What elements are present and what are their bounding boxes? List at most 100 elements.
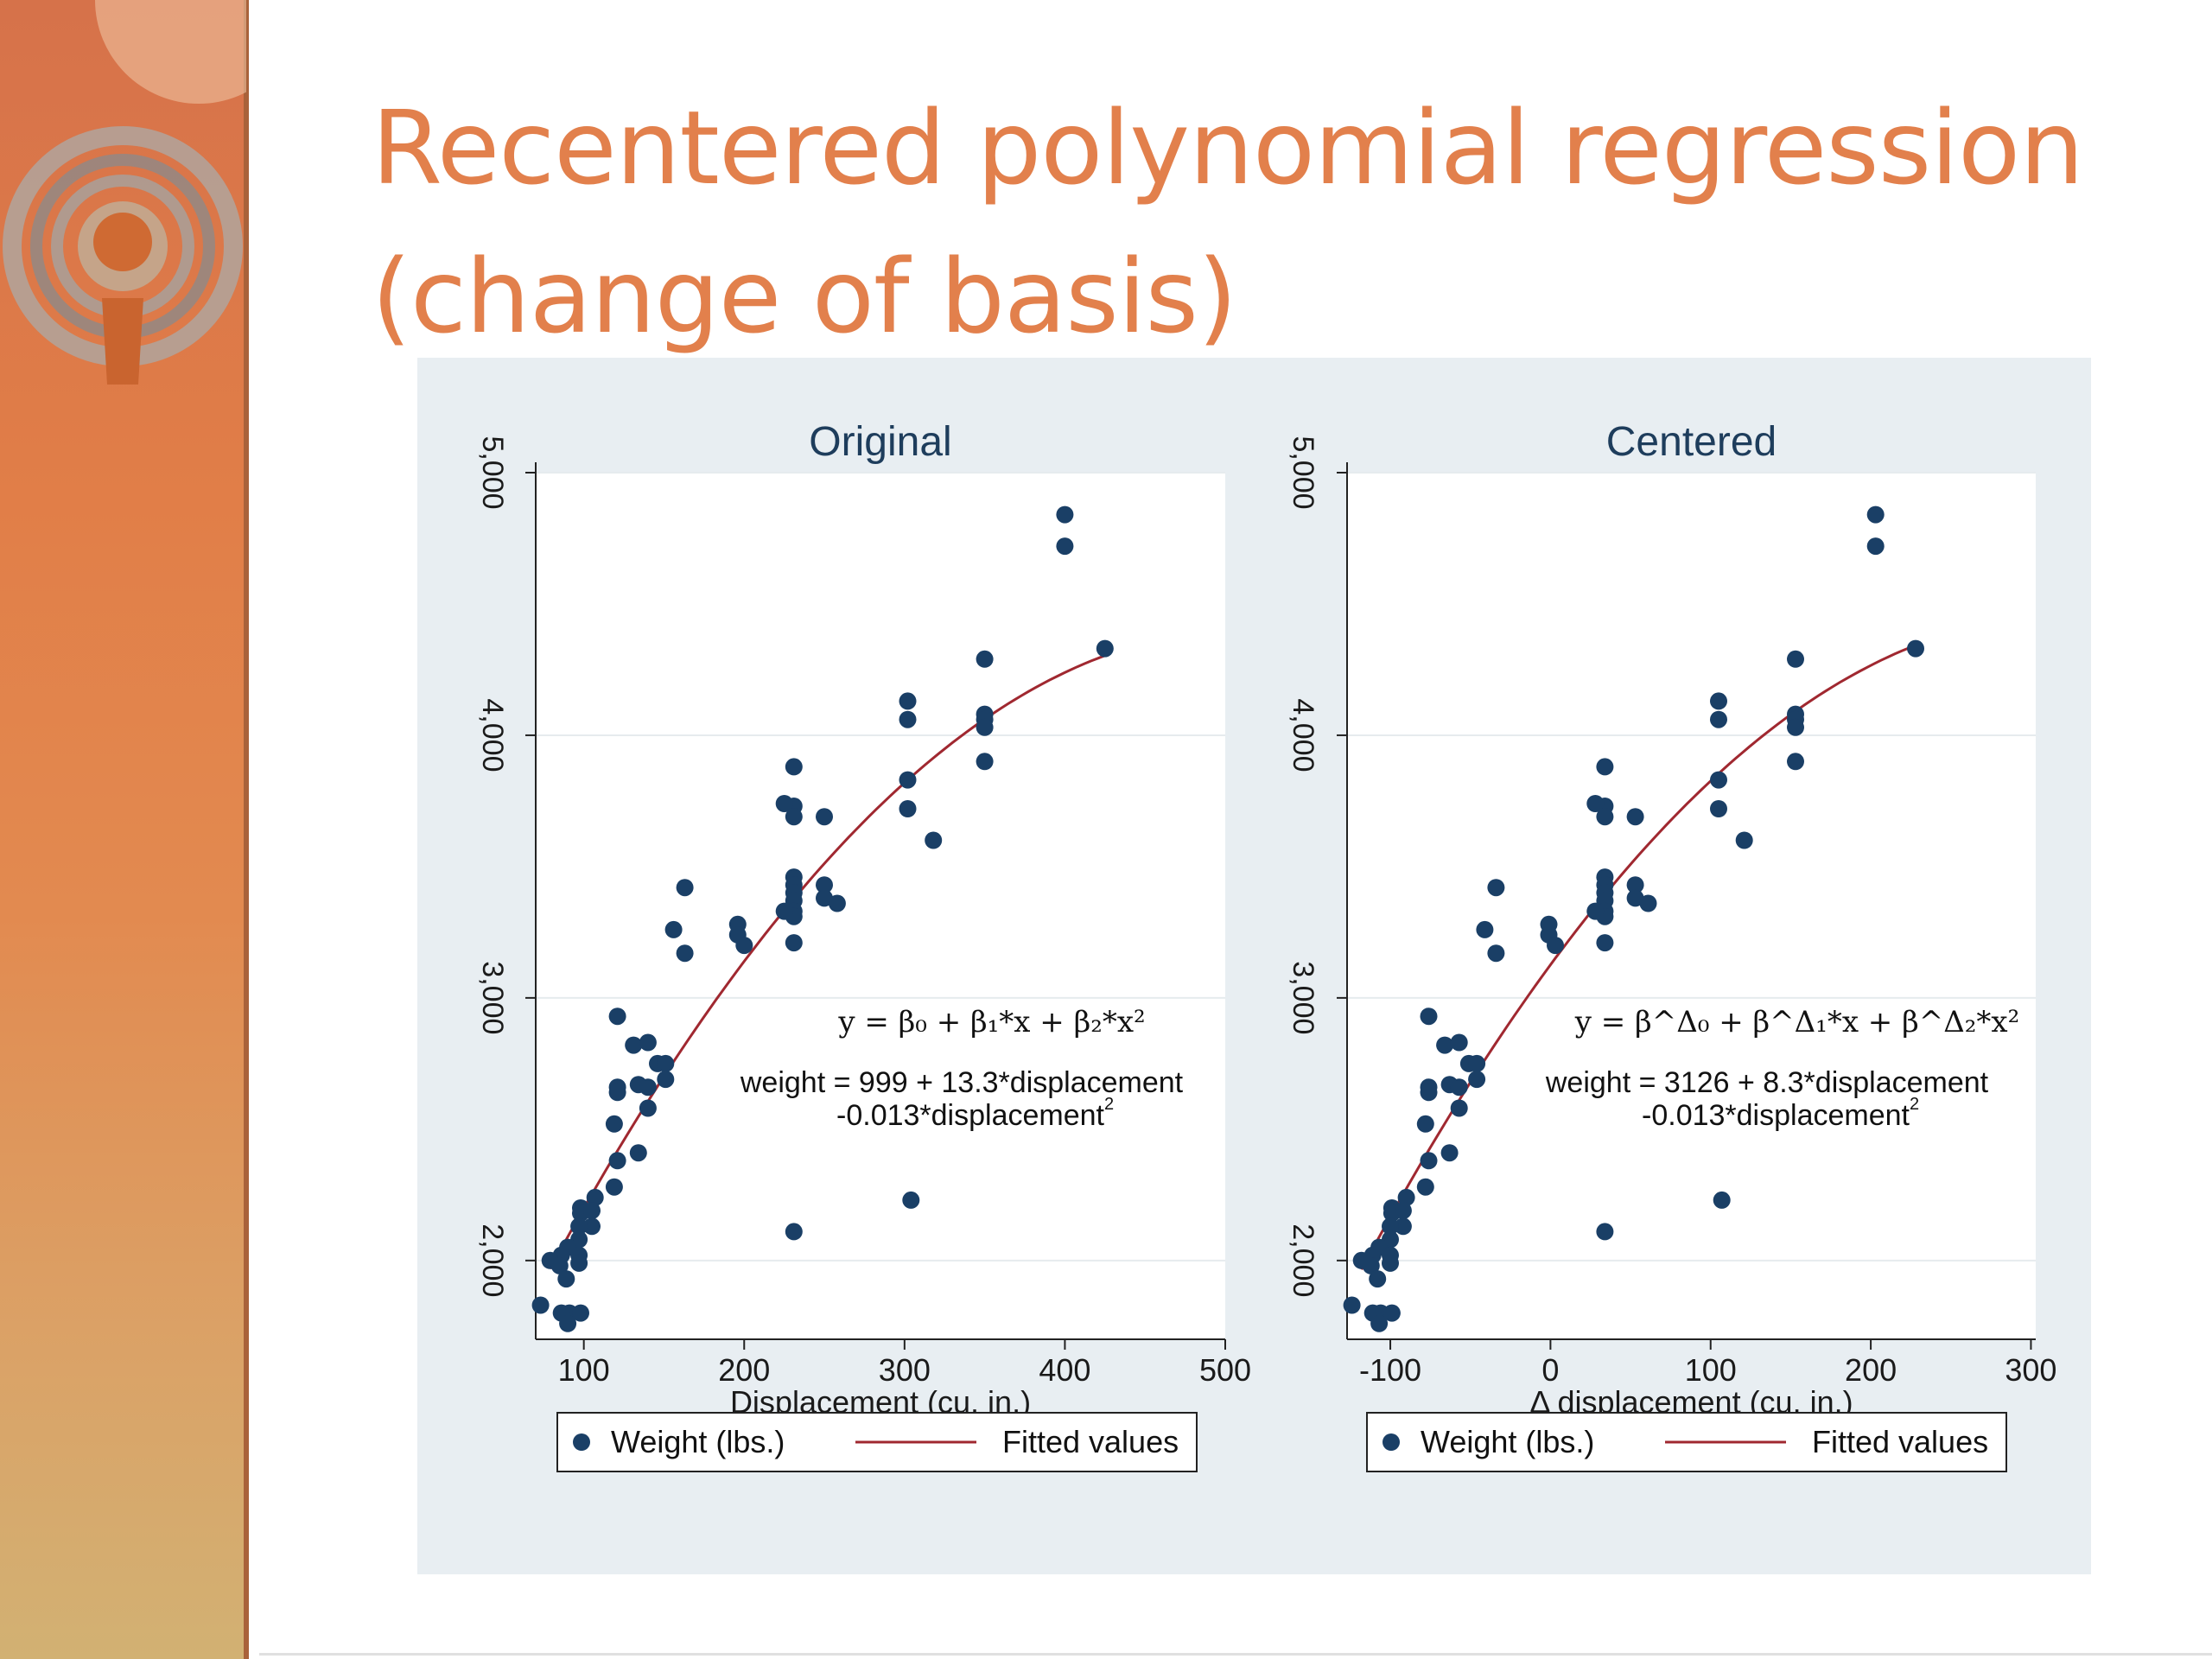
data-point [925,831,943,849]
data-point [586,1188,604,1206]
data-point [976,753,994,771]
data-point [657,1071,675,1089]
data-point [608,1007,626,1026]
data-point [1735,831,1753,849]
data-point [785,808,803,826]
y-tick-label: 2,000 [476,1224,509,1297]
data-point [572,1304,589,1322]
data-point [785,758,803,776]
data-point [664,920,683,938]
slide-title-line2: (change of basis) [372,237,1237,356]
data-point [1056,537,1074,556]
data-point [1382,1217,1399,1236]
legend-label: Fitted values [1812,1424,1988,1459]
data-point [657,1054,675,1072]
data-point [1369,1270,1387,1288]
data-point [1397,1188,1415,1206]
legend-label: Fitted values [1002,1424,1179,1459]
data-point [629,1144,647,1162]
data-point [976,718,994,736]
data-point [550,1256,569,1274]
data-point [1382,1304,1401,1322]
y-tick-label: 5,000 [1287,435,1319,509]
data-point [559,1314,577,1332]
chart-canvas: 2,000 3,000 4,000 5,000 100 200 300 400 500 Origi… [476,419,2056,1472]
data-point [1710,771,1727,789]
data-point [1420,1084,1438,1102]
y-tick-label: 3,000 [1287,961,1319,1034]
data-point [1096,639,1114,658]
data-point [1394,1217,1412,1236]
data-point [1487,944,1505,963]
data-point [676,944,694,963]
data-point [1713,1191,1731,1209]
data-point [1626,808,1644,826]
data-point [735,937,753,955]
x-tick-label: 400 [1039,1352,1090,1388]
data-point [785,1223,803,1241]
data-point [775,902,793,920]
data-point [605,1178,623,1196]
x-tick-label: 500 [1199,1352,1251,1388]
data-point [639,1099,657,1117]
data-point [570,1217,588,1236]
data-point [1440,1144,1459,1162]
data-point [1787,718,1804,736]
y-tick-label: 4,000 [476,698,509,772]
x-tick-label: -100 [1359,1352,1421,1388]
data-point [1710,710,1727,728]
data-point [1547,937,1564,955]
data-point [1596,808,1614,826]
data-point [1450,1078,1468,1096]
data-point [816,808,833,826]
data-point [1907,639,1924,658]
equation-line1: weight = 999 + 13.3*displacement [740,1066,1184,1099]
data-point [1416,1178,1434,1196]
data-point [1420,1007,1438,1026]
data-point [1787,650,1804,668]
y-tick-label: 5,000 [476,435,509,509]
data-point [583,1217,601,1236]
equation-line2: -0.013*displacement [836,1099,1105,1132]
data-point [1586,795,1605,812]
data-point [608,1084,626,1102]
data-point [1420,1152,1438,1170]
plot-area [1347,473,2036,1339]
data-point [1056,505,1074,524]
x-tick-label: 300 [2005,1352,2056,1388]
data-point [1866,505,1885,524]
data-point [557,1270,575,1288]
x-tick-label: 100 [1685,1352,1737,1388]
data-point [902,1191,920,1209]
data-point [816,876,833,894]
data-point [785,934,803,952]
legend-marker-icon [1382,1433,1400,1451]
equation-line2: -0.013*displacement [1642,1099,1910,1132]
data-point [639,1078,657,1096]
chart-figure: 2,000 3,000 4,000 5,000 100 200 300 400 500 Origi… [417,358,2091,1574]
data-point [570,1254,588,1272]
y-tick-label: 2,000 [1287,1224,1319,1297]
data-point [1468,1054,1486,1072]
data-point [1596,758,1614,776]
data-point [1787,753,1804,771]
data-point [976,650,994,668]
equation-exponent: 2 [1104,1095,1114,1114]
data-point [1343,1296,1361,1314]
data-point [1596,1223,1614,1241]
data-point [899,692,917,710]
x-tick-label: 100 [558,1352,610,1388]
data-point [899,771,917,789]
data-point [531,1296,550,1314]
data-point [899,710,917,728]
data-point [1596,934,1614,952]
data-point [828,894,846,912]
x-tick-label: 200 [1845,1352,1897,1388]
x-tick-label: 200 [718,1352,770,1388]
bottom-divider [259,1653,2212,1656]
data-point [625,1036,643,1054]
data-point [1450,1099,1468,1117]
legend-label: Weight (lbs.) [1421,1424,1594,1459]
data-point [1468,1071,1486,1089]
data-point [1382,1254,1399,1272]
